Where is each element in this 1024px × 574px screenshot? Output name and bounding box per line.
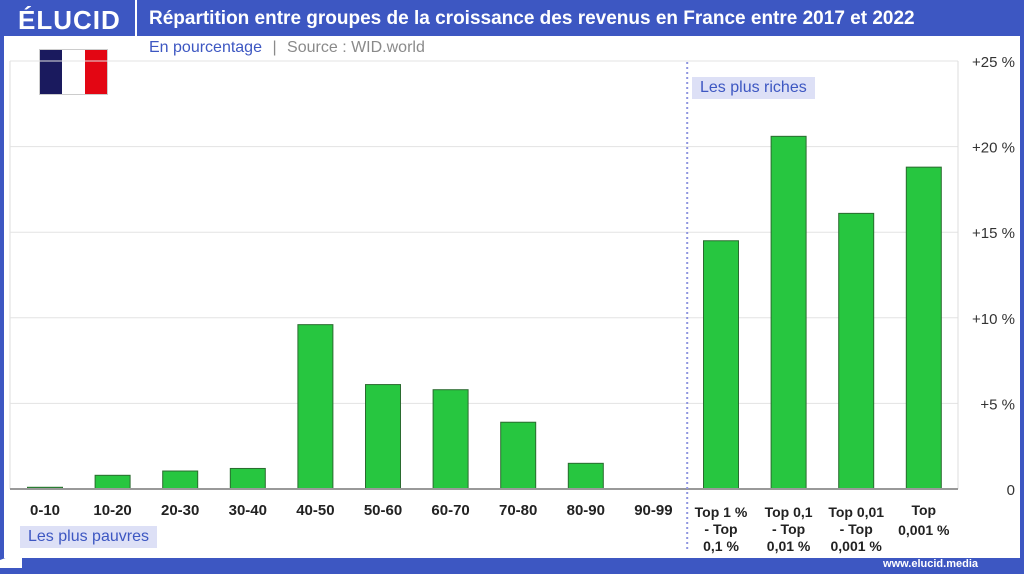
x-tick-label: 80-90 — [567, 502, 605, 519]
x-tick-label: Top 0,1 — [765, 504, 813, 520]
x-tick-label: - Top — [772, 521, 805, 537]
y-tick-label: +15 % — [972, 225, 1015, 242]
annotation-poor: Les plus pauvres — [20, 526, 157, 548]
annotation-rich: Les plus riches — [692, 77, 815, 99]
bar — [500, 421, 537, 490]
bar — [365, 384, 401, 490]
logo: ÉLUCID — [18, 5, 121, 35]
x-tick-label: 10-20 — [93, 502, 131, 519]
x-tick-label: 0,1 % — [703, 538, 739, 554]
x-tick-label: 0,001 % — [898, 522, 950, 538]
x-tick-label: 70-80 — [499, 502, 537, 519]
chart-title: Répartition entre groupes de la croissan… — [149, 8, 915, 29]
x-tick-label: 0,01 % — [767, 538, 811, 554]
header-divider — [135, 0, 137, 36]
y-tick-label: +10 % — [972, 311, 1015, 328]
x-tick-label: Top 1 % — [695, 504, 748, 520]
x-tick-label: 30-40 — [229, 502, 267, 519]
x-tick-label: 40-50 — [296, 502, 334, 519]
x-tick-label: 90-99 — [634, 502, 672, 519]
separator: | — [272, 39, 277, 56]
bar — [838, 212, 875, 490]
x-tick-label: 50-60 — [364, 502, 402, 519]
bar — [770, 135, 807, 490]
y-tick-label: +20 % — [972, 140, 1015, 157]
x-tick-label: Top 0,01 — [828, 504, 884, 520]
bar — [567, 462, 604, 490]
y-tick-label: +25 % — [972, 54, 1015, 71]
source-label: Source : WID.world — [287, 39, 425, 56]
bar — [905, 166, 942, 490]
y-tick-label: +5 % — [980, 396, 1015, 413]
y-tick-label: 0 — [1007, 482, 1015, 499]
x-tick-label: - Top — [704, 521, 737, 537]
footer-url[interactable]: www.elucid.media — [883, 558, 978, 570]
bar — [297, 324, 334, 490]
x-tick-label: 60-70 — [431, 502, 469, 519]
bar — [229, 467, 266, 490]
bar — [432, 389, 469, 490]
x-tick-label: 0-10 — [30, 502, 60, 519]
x-tick-label: 20-30 — [161, 502, 199, 519]
bar — [703, 240, 739, 490]
subtitle: En pourcentage | Source : WID.world — [149, 39, 425, 57]
logo-mark-icon — [0, 552, 22, 568]
unit-label: En pourcentage — [149, 39, 262, 56]
x-tick-label: Top — [911, 502, 936, 518]
bar — [162, 470, 199, 490]
x-tick-label: - Top — [840, 521, 873, 537]
bar — [94, 474, 131, 490]
x-tick-label: 0,001 % — [831, 538, 883, 554]
